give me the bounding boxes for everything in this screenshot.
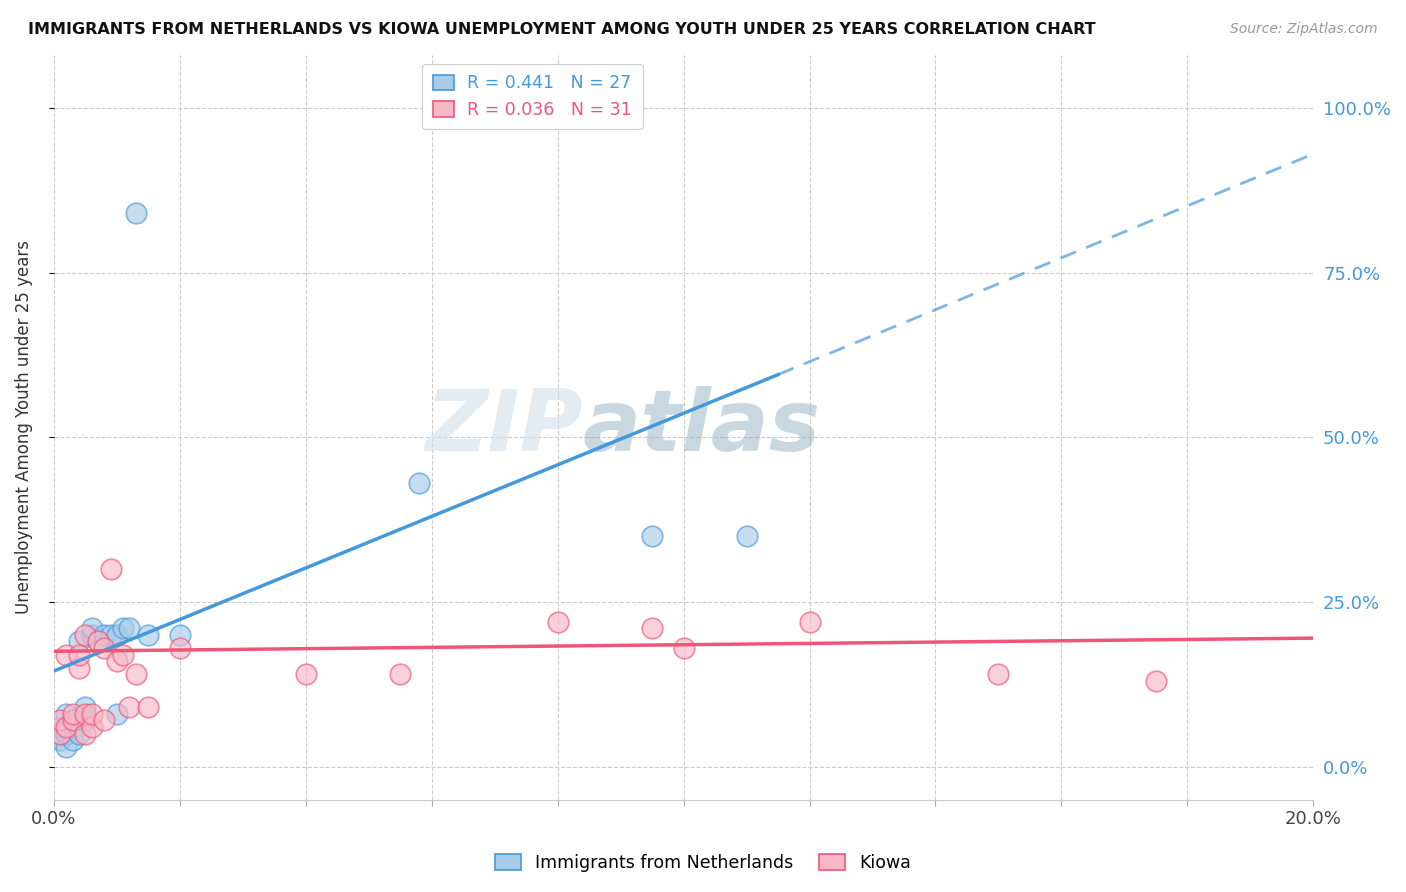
Point: [49, 714, 72, 728]
Point: [112, 648, 135, 662]
Point: [67, 634, 90, 648]
Y-axis label: Unemployment Among Youth under 25 years: Unemployment Among Youth under 25 years: [15, 240, 32, 615]
Point: [87, 634, 110, 648]
Point: [105, 706, 128, 721]
Point: [55, 720, 77, 734]
Point: [105, 654, 128, 668]
Point: [389, 667, 412, 681]
Point: [93, 640, 115, 655]
Point: [136, 628, 159, 642]
Text: ZIP: ZIP: [425, 386, 583, 469]
Legend: R = 0.441   N = 27, R = 0.036   N = 31: R = 0.441 N = 27, R = 0.036 N = 31: [422, 64, 643, 129]
Point: [294, 667, 316, 681]
Point: [547, 615, 569, 629]
Point: [125, 206, 148, 220]
Point: [112, 621, 135, 635]
Point: [62, 714, 84, 728]
Point: [75, 714, 97, 728]
Point: [87, 634, 110, 648]
Point: [169, 628, 191, 642]
Point: [67, 726, 90, 740]
Point: [62, 720, 84, 734]
Point: [100, 628, 122, 642]
Point: [987, 667, 1010, 681]
Point: [672, 640, 695, 655]
Point: [100, 562, 122, 576]
Text: IMMIGRANTS FROM NETHERLANDS VS KIOWA UNEMPLOYMENT AMONG YOUTH UNDER 25 YEARS COR: IMMIGRANTS FROM NETHERLANDS VS KIOWA UNE…: [28, 22, 1095, 37]
Point: [125, 667, 148, 681]
Point: [408, 476, 430, 491]
Point: [118, 700, 141, 714]
Point: [62, 714, 84, 728]
Point: [80, 621, 103, 635]
Point: [799, 615, 821, 629]
Point: [641, 529, 664, 543]
Point: [80, 720, 103, 734]
Point: [1144, 673, 1167, 688]
Text: atlas: atlas: [583, 386, 821, 469]
Point: [75, 726, 97, 740]
Point: [75, 628, 97, 642]
Point: [67, 648, 90, 662]
Point: [80, 628, 103, 642]
Point: [67, 661, 90, 675]
Point: [55, 706, 77, 721]
Point: [55, 739, 77, 754]
Point: [49, 733, 72, 747]
Text: Source: ZipAtlas.com: Source: ZipAtlas.com: [1230, 22, 1378, 37]
Point: [735, 529, 758, 543]
Legend: Immigrants from Netherlands, Kiowa: Immigrants from Netherlands, Kiowa: [488, 847, 918, 879]
Point: [169, 640, 191, 655]
Point: [75, 700, 97, 714]
Point: [49, 720, 72, 734]
Point: [641, 621, 664, 635]
Point: [80, 706, 103, 721]
Point: [49, 726, 72, 740]
Point: [105, 628, 128, 642]
Point: [93, 628, 115, 642]
Point: [55, 648, 77, 662]
Point: [75, 706, 97, 721]
Point: [136, 700, 159, 714]
Point: [62, 733, 84, 747]
Point: [93, 714, 115, 728]
Point: [62, 706, 84, 721]
Point: [118, 621, 141, 635]
Point: [55, 726, 77, 740]
